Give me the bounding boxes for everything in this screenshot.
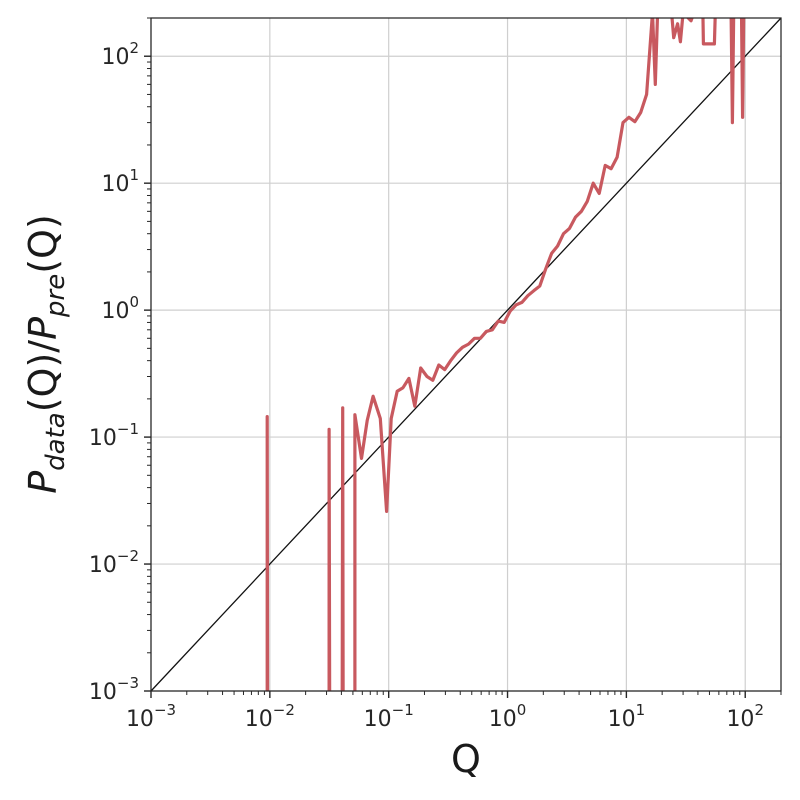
grid [150, 18, 781, 692]
y-tick-label: 100 [101, 293, 139, 324]
series-line [265, 18, 746, 691]
y-tick-label: 10−3 [89, 674, 139, 705]
x-tick-label: 10−3 [126, 701, 176, 732]
x-tick-label: 102 [726, 701, 764, 732]
x-axis-title: Q [451, 737, 481, 781]
data-series [265, 18, 746, 691]
y-axis-ticks: 10−3 10−2 10−1 100 101 102 [89, 39, 151, 705]
y-axis-title: Pdata(Q)/Ppre(Q) [21, 214, 71, 494]
y-tick-label: 101 [101, 166, 139, 197]
x-tick-label: 100 [489, 701, 527, 732]
y-tick-label: 10−1 [89, 420, 139, 451]
minor-ticks [147, 17, 782, 695]
x-tick-label: 10−1 [364, 701, 414, 732]
x-tick-label: 10−2 [245, 701, 295, 732]
x-axis-ticks: 10−3 10−2 10−1 100 101 102 [126, 691, 764, 732]
y-tick-label: 102 [101, 39, 139, 70]
identity-reference-line [150, 17, 782, 692]
reference-line-y-equals-x [150, 17, 782, 692]
y-tick-label: 10−2 [89, 547, 139, 578]
plot-frame [150, 17, 782, 692]
x-tick-label: 101 [608, 701, 646, 732]
